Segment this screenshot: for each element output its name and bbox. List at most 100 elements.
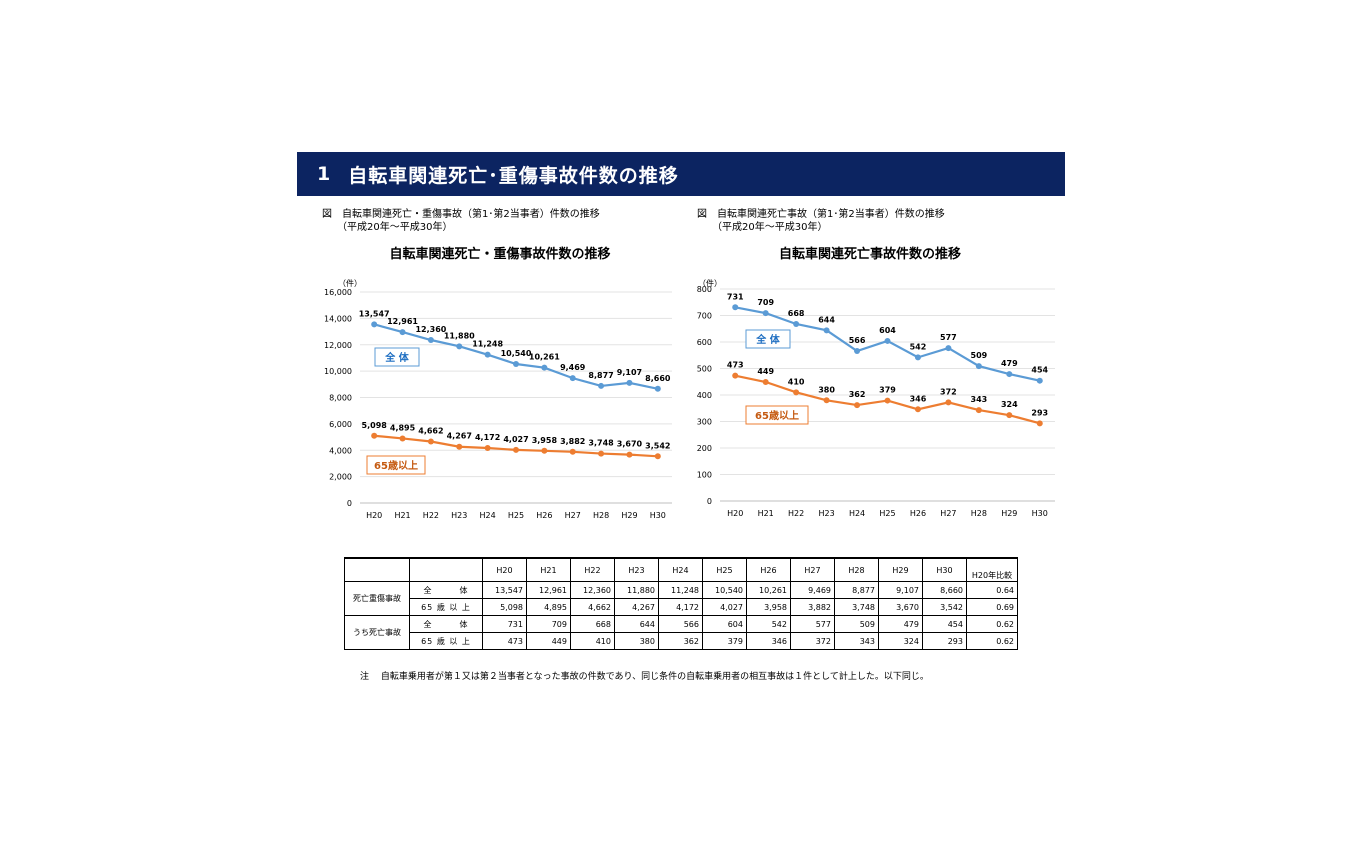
data-label: 3,542 <box>645 441 670 450</box>
series-label-box <box>745 329 791 349</box>
caption-line: 図 自転車関連死亡事故（第1･第2当事者）件数の推移 <box>697 209 945 220</box>
figure-caption-left: 図 自転車関連死亡・重傷事故（第1･第2当事者）件数の推移 （平成20年～平成3… <box>322 208 600 234</box>
table-cell: 293 <box>922 632 967 650</box>
x-tick-label: H23 <box>818 509 834 518</box>
year-header: H22 <box>570 557 615 582</box>
table-cell: 3,958 <box>746 598 791 616</box>
x-tick-label: H25 <box>879 509 895 518</box>
chart-left: （件） 0 2,000 4,000 6,000 8,000 10,000 12,000 14,0… <box>324 278 672 520</box>
row-group-label: 死亡重傷事故 <box>344 581 410 616</box>
data-label: 9,469 <box>560 363 586 372</box>
year-header: H26 <box>746 557 791 582</box>
section-title: 自転車関連死亡･重傷事故件数の推移 <box>348 164 679 187</box>
row-group-label: うち死亡事故 <box>344 615 410 650</box>
data-point <box>427 438 434 445</box>
y-tick-label: 2,000 <box>329 473 352 482</box>
data-point <box>654 453 661 460</box>
data-point <box>569 375 576 382</box>
y-axis-unit: （件） <box>338 278 362 288</box>
year-header: H23 <box>614 557 659 582</box>
x-tick-label: H28 <box>971 509 987 518</box>
y-tick-label: 0 <box>347 499 352 508</box>
x-tick-label: H30 <box>650 511 666 520</box>
data-label: 709 <box>757 298 774 307</box>
data-label: 3,748 <box>588 439 614 448</box>
data-point <box>884 397 891 404</box>
data-point <box>569 448 576 455</box>
table-cell: 644 <box>614 615 659 633</box>
x-tick-label: H27 <box>565 511 581 520</box>
data-point <box>1036 377 1043 384</box>
caption-line: （平成20年～平成30年） <box>712 222 828 233</box>
data-point <box>1036 420 1043 427</box>
data-point <box>914 406 921 413</box>
year-header: H27 <box>790 557 835 582</box>
data-point <box>1006 412 1013 419</box>
x-tick-label: H22 <box>788 509 804 518</box>
table-cell: 8,877 <box>834 581 879 599</box>
data-point <box>762 379 769 386</box>
table-cell: 346 <box>746 632 791 650</box>
data-point <box>762 310 769 317</box>
table-cell: 379 <box>702 632 747 650</box>
data-label: 454 <box>1031 366 1048 375</box>
ratio-cell: 0.62 <box>966 632 1018 650</box>
table-cell: 3,882 <box>790 598 835 616</box>
y-tick-label: 6,000 <box>329 420 352 429</box>
y-tick-label: 16,000 <box>324 288 352 297</box>
x-tick-label: H20 <box>727 509 743 518</box>
year-header: H24 <box>658 557 703 582</box>
series-label: 全 体 <box>384 351 409 364</box>
table-cell: 3,542 <box>922 598 967 616</box>
table-cell: 12,961 <box>526 581 571 599</box>
data-label: 324 <box>1001 400 1018 409</box>
data-point <box>884 337 891 344</box>
data-label: 3,882 <box>560 437 585 446</box>
table-cell: 4,172 <box>658 598 703 616</box>
table-cell: 509 <box>834 615 879 633</box>
data-label: 731 <box>727 292 744 301</box>
y-tick-label: 12,000 <box>324 341 352 350</box>
footnote: 注 自転車乗用者が第１又は第２当事者となった事故の件数であり、同じ条件の自転車乗… <box>360 672 929 682</box>
table-cell: 3,670 <box>878 598 923 616</box>
data-point <box>513 446 519 453</box>
table-cell: 9,469 <box>790 581 835 599</box>
data-label: 12,961 <box>387 317 418 326</box>
x-tick-label: H27 <box>940 509 956 518</box>
x-tick-label: H26 <box>910 509 926 518</box>
data-label: 4,027 <box>503 435 528 444</box>
chart-title-left: 自転車関連死亡・重傷事故件数の推移 <box>389 247 611 262</box>
data-label: 379 <box>879 386 896 395</box>
data-label: 473 <box>727 361 744 370</box>
table-cell: 11,248 <box>658 581 703 599</box>
data-point <box>484 351 491 358</box>
x-tick-label: H29 <box>1001 509 1017 518</box>
data-label: 8,877 <box>588 371 613 380</box>
data-point <box>823 397 830 404</box>
x-tick-label: H24 <box>480 511 496 520</box>
table-corner-cell <box>409 557 483 582</box>
table-cell: 324 <box>878 632 923 650</box>
caption-line: （平成20年～平成30年） <box>337 222 453 233</box>
table-cell: 12,360 <box>570 581 615 599</box>
year-header: H25 <box>702 557 747 582</box>
data-point <box>793 320 800 327</box>
data-point <box>975 363 982 370</box>
year-header: H30 <box>922 557 967 582</box>
data-label: 410 <box>788 377 805 386</box>
data-point <box>1006 371 1013 378</box>
table-cell: 668 <box>570 615 615 633</box>
data-point <box>371 432 378 439</box>
row-label: 全 体 <box>409 581 483 599</box>
data-point <box>945 399 952 406</box>
table-cell: 4,895 <box>526 598 571 616</box>
table-cell: 380 <box>614 632 659 650</box>
section-number: 1 <box>317 163 331 185</box>
data-point <box>399 329 406 336</box>
data-label: 4,267 <box>447 432 472 441</box>
year-header: H21 <box>526 557 571 582</box>
y-tick-label: 200 <box>697 444 712 453</box>
data-label: 668 <box>788 309 805 318</box>
data-point <box>732 304 739 311</box>
data-point <box>484 444 491 451</box>
